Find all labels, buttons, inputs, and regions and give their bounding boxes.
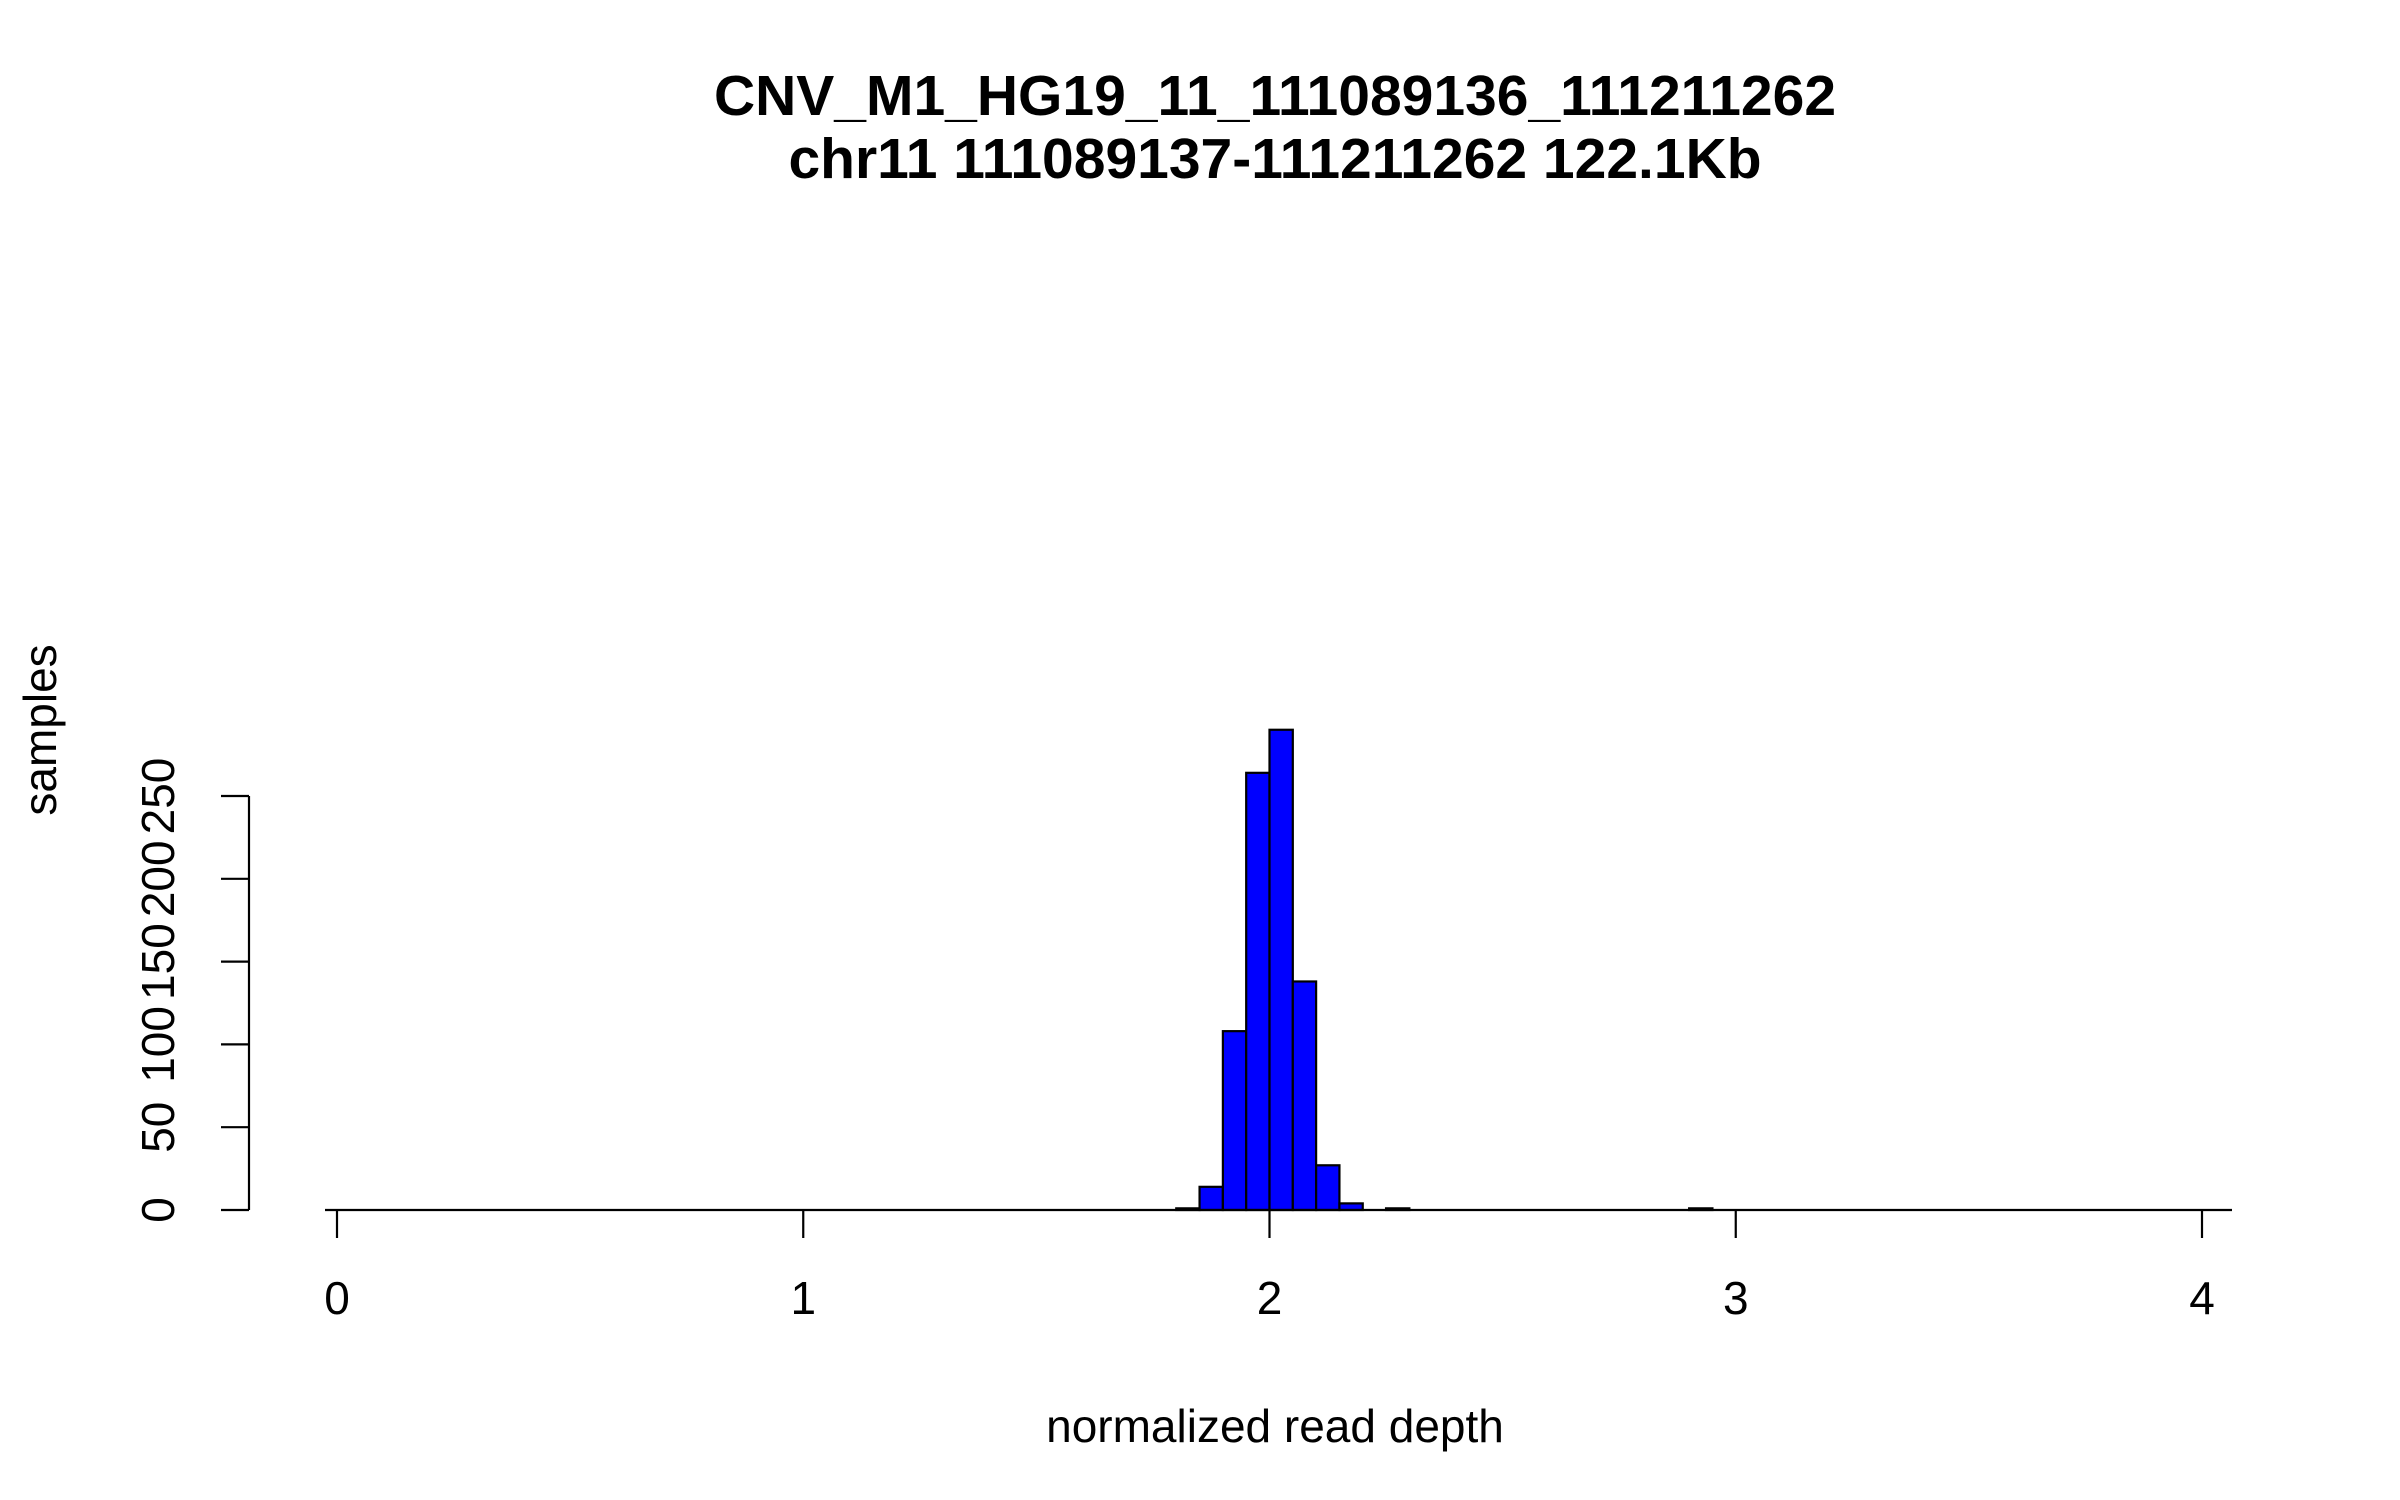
x-tick-label: 1 (790, 1272, 816, 1324)
y-tick-label: 250 (132, 758, 184, 835)
histogram-bar (1268, 728, 1294, 1212)
histogram-bar (1221, 1030, 1248, 1212)
y-tick-label: 100 (132, 1006, 184, 1083)
x-tick-label: 4 (2189, 1272, 2215, 1324)
y-tick-label: 50 (132, 1102, 184, 1153)
x-tick-label: 2 (1257, 1272, 1283, 1324)
y-tick-label: 150 (132, 923, 184, 1000)
y-axis-label: samples (14, 644, 66, 815)
histogram-bar (1315, 1164, 1341, 1212)
chart-subtitle: chr11 111089137-111211262 122.1Kb (788, 127, 1761, 191)
x-axis: 0 1 2 3 4 (324, 1208, 2232, 1324)
bars-group (1175, 728, 1714, 1212)
histogram-bar (1245, 771, 1271, 1212)
x-axis-label: normalized read depth (1046, 1400, 1504, 1452)
histogram-bar (1198, 1185, 1224, 1212)
x-tick-label: 0 (324, 1272, 350, 1324)
chart-title: CNV_M1_HG19_11_111089136_111211262 (714, 64, 1836, 128)
y-tick-label: 200 (132, 840, 184, 917)
x-tick-label: 3 (1723, 1272, 1749, 1324)
histogram-bar (1291, 980, 1318, 1212)
y-tick-label: 0 (132, 1197, 184, 1223)
